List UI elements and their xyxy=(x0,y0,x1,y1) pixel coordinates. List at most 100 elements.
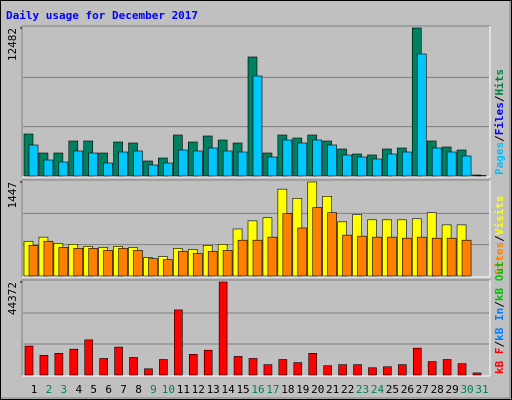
x-tick-label: 4 xyxy=(75,383,82,396)
bar xyxy=(28,245,39,277)
x-tick-label: 29 xyxy=(446,383,459,396)
bar xyxy=(58,247,69,277)
bar xyxy=(383,366,392,376)
bar xyxy=(442,359,452,376)
x-tick-label: 2 xyxy=(46,383,53,396)
bar xyxy=(372,236,382,277)
bar xyxy=(73,150,84,177)
x-tick-label: 5 xyxy=(90,383,97,396)
bar xyxy=(99,358,108,376)
bar xyxy=(24,345,34,376)
x-tick-label: 24 xyxy=(371,383,385,396)
x-tick-label: 26 xyxy=(401,383,414,396)
y-tick-label: 44372 xyxy=(6,282,19,315)
bar xyxy=(222,250,233,277)
legend-entry: Pages xyxy=(493,142,506,175)
x-tick-label: 15 xyxy=(236,383,249,396)
bar xyxy=(103,162,113,177)
bar xyxy=(372,158,382,177)
bar xyxy=(148,164,158,177)
bar xyxy=(133,250,143,277)
bar xyxy=(327,212,337,277)
x-tick-label: 8 xyxy=(135,383,142,396)
bar xyxy=(178,251,188,277)
bar xyxy=(431,237,442,277)
x-tick-label: 3 xyxy=(61,383,68,396)
bar xyxy=(178,149,188,177)
legend-entry: kB F xyxy=(493,348,506,375)
bar xyxy=(263,364,273,376)
bar xyxy=(416,53,427,177)
y-tick-label: 12482 xyxy=(6,28,19,61)
bar xyxy=(248,358,258,376)
bar xyxy=(342,234,352,277)
bar xyxy=(163,162,173,177)
bar xyxy=(188,354,198,376)
bar xyxy=(402,151,412,177)
legend-entry: kB In xyxy=(493,308,506,341)
bar xyxy=(461,239,472,277)
bar xyxy=(252,239,263,277)
x-tick-label: 31 xyxy=(475,383,488,396)
bar xyxy=(446,237,457,277)
bar xyxy=(357,156,367,177)
legend-entry: Visits xyxy=(493,196,506,236)
bar xyxy=(144,368,153,376)
bar xyxy=(297,142,308,177)
bar xyxy=(457,363,467,376)
bar xyxy=(129,357,138,376)
bar xyxy=(412,347,422,376)
x-tick-label: 19 xyxy=(296,383,309,396)
bar xyxy=(103,250,113,277)
bar xyxy=(427,361,437,376)
legend-entry: Files xyxy=(493,102,506,135)
bar xyxy=(218,281,228,376)
chart-title: Daily usage for December 2017 xyxy=(6,9,198,22)
bar xyxy=(207,251,218,277)
bar xyxy=(297,227,308,277)
bar xyxy=(174,309,183,376)
bar xyxy=(118,248,128,277)
bar xyxy=(192,150,203,177)
bar xyxy=(133,150,143,177)
bar xyxy=(88,248,99,277)
x-tick-label: 28 xyxy=(431,383,444,396)
legend-separator: / xyxy=(493,135,506,142)
legend-separator: / xyxy=(493,235,506,242)
bar xyxy=(207,147,218,177)
bar xyxy=(446,151,457,177)
legend-entry: Hits xyxy=(493,69,506,96)
bar xyxy=(431,147,442,177)
bar xyxy=(58,161,69,177)
bar xyxy=(118,151,128,177)
bar xyxy=(461,155,472,177)
bar xyxy=(114,346,123,376)
x-tick-label: 13 xyxy=(207,383,220,396)
bar xyxy=(28,144,39,177)
x-tick-label: 1 xyxy=(31,383,38,396)
x-tick-label: 21 xyxy=(326,383,339,396)
legend-separator: / xyxy=(493,95,506,102)
legend: Sites/Visits xyxy=(493,196,506,276)
bar xyxy=(353,364,362,376)
bar xyxy=(43,240,54,277)
x-tick-label: 27 xyxy=(416,383,429,396)
legend: Pages/Files/Hits xyxy=(493,69,506,175)
bar xyxy=(402,237,412,277)
bar xyxy=(398,364,407,376)
bar xyxy=(387,153,397,177)
x-tick-label: 14 xyxy=(222,383,236,396)
x-tick-label: 7 xyxy=(120,383,127,396)
x-tick-label: 9 xyxy=(150,383,157,396)
bar xyxy=(203,349,213,376)
x-tick-label: 18 xyxy=(281,383,294,396)
legend-entry: kB Out xyxy=(493,261,506,301)
bar xyxy=(368,367,377,376)
bar xyxy=(282,213,293,277)
x-tick-label: 6 xyxy=(105,383,112,396)
bar xyxy=(267,156,278,177)
bar xyxy=(43,159,54,177)
bar xyxy=(312,207,323,277)
bar xyxy=(69,348,79,376)
bar xyxy=(312,139,323,177)
